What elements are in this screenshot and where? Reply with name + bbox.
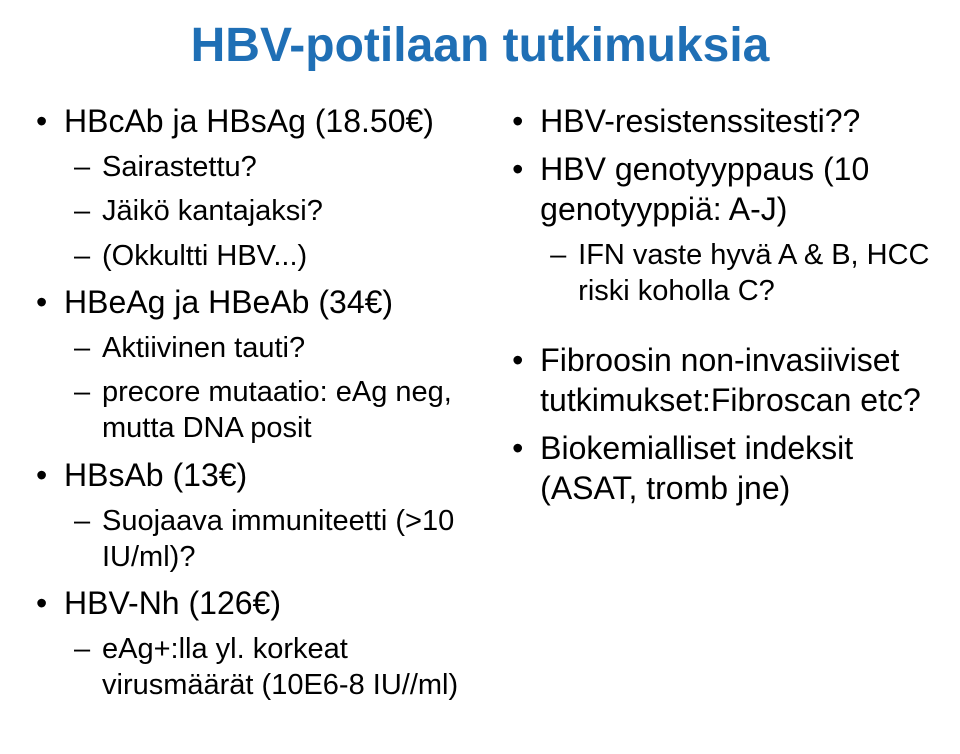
slide-title: HBV-potilaan tutkimuksia: [30, 18, 930, 73]
right-column: HBV-resistenssitesti?? HBV genotyyppaus …: [506, 101, 930, 712]
slide: HBV-potilaan tutkimuksia HBcAb ja HBsAg …: [0, 0, 960, 754]
bullet-lvl1: HBcAb ja HBsAg (18.50€): [30, 101, 476, 141]
bullet-lvl1: HBV-resistenssitesti??: [506, 101, 930, 141]
left-column: HBcAb ja HBsAg (18.50€) Sairastettu? Jäi…: [30, 101, 476, 712]
columns: HBcAb ja HBsAg (18.50€) Sairastettu? Jäi…: [30, 101, 930, 712]
bullet-lvl2: eAg+:lla yl. korkeat virusmäärät (10E6-8…: [30, 631, 476, 704]
bullet-lvl1: HBV-Nh (126€): [30, 583, 476, 623]
bullet-lvl1: HBV genotyyppaus (10 genotyyppiä: A-J): [506, 149, 930, 229]
bullet-lvl2: Sairastettu?: [30, 149, 476, 185]
spacer: [506, 318, 930, 340]
bullet-lvl1: Biokemialliset indeksit (ASAT, tromb jne…: [506, 428, 930, 508]
left-list: HBcAb ja HBsAg (18.50€) Sairastettu? Jäi…: [30, 101, 476, 704]
bullet-lvl2: IFN vaste hyvä A & B, HCC riski koholla …: [506, 237, 930, 310]
right-list: HBV-resistenssitesti?? HBV genotyyppaus …: [506, 101, 930, 310]
bullet-lvl2: precore mutaatio: eAg neg, mutta DNA pos…: [30, 374, 476, 447]
bullet-lvl2: Aktiivinen tauti?: [30, 330, 476, 366]
bullet-lvl2: Jäikö kantajaksi?: [30, 193, 476, 229]
bullet-lvl2: Suojaava immuniteetti (>10 IU/ml)?: [30, 503, 476, 576]
bullet-lvl1: HBsAb (13€): [30, 455, 476, 495]
bullet-lvl1: HBeAg ja HBeAb (34€): [30, 282, 476, 322]
bullet-lvl1: Fibroosin non-invasiiviset tutkimukset:F…: [506, 340, 930, 420]
bullet-lvl2: (Okkultti HBV...): [30, 238, 476, 274]
right-list-2: Fibroosin non-invasiiviset tutkimukset:F…: [506, 340, 930, 508]
